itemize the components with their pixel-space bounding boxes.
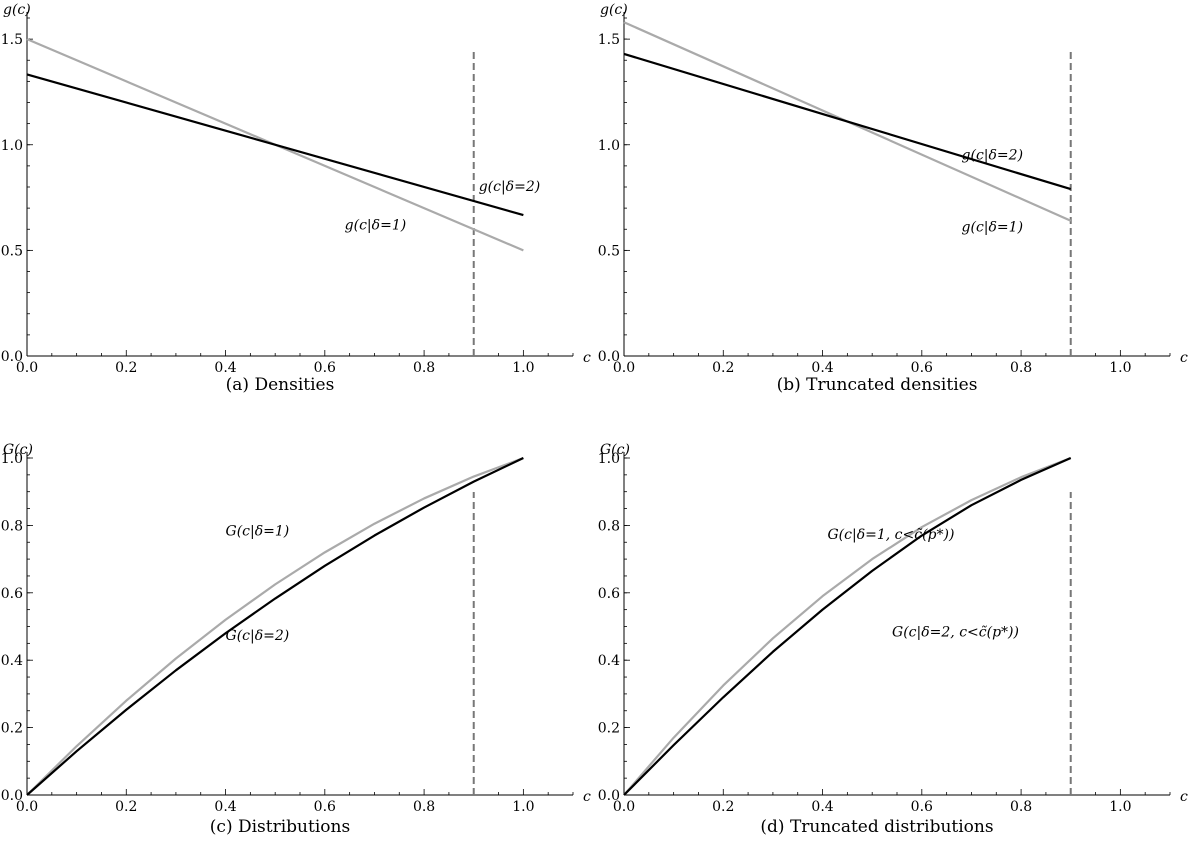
x-tick-label: 0.6: [314, 799, 336, 815]
series-annotation: g(c|δ=1): [962, 219, 1024, 235]
x-tick-label: 0.0: [613, 360, 635, 376]
y-tick-label: 0.4: [1, 653, 23, 669]
y-tick-label: 0.5: [598, 243, 620, 259]
x-tick-label: 0.0: [613, 799, 635, 815]
y-tick-label: 0.0: [1, 349, 23, 365]
panel-c: 0.0 0.2 0.4 0.6 0.8 1.0 0.0 0.2 0.4 0.6 0.8 1.0 c G(c…: [1, 442, 591, 837]
panel-caption: (c) Distributions: [210, 817, 350, 837]
x-tick-label: 0.0: [16, 360, 38, 376]
x-tick-label: 0.4: [811, 799, 833, 815]
x-tick-label: 0.2: [115, 799, 137, 815]
x-tick-label: 1.0: [1109, 799, 1131, 815]
x-tick-label: 0.0: [16, 799, 38, 815]
series-annotation: g(c|δ=2): [479, 179, 541, 195]
x-tick-label: 0.2: [712, 360, 734, 376]
y-tick-label: 1.0: [598, 138, 620, 154]
y-tick-label: 0.8: [598, 518, 620, 534]
series-annotation: g(c|δ=2): [962, 148, 1024, 164]
x-tick-label: 0.2: [712, 799, 734, 815]
y-axis-title: G(c): [600, 442, 630, 458]
y-tick-label: 0.2: [598, 721, 620, 737]
x-axis-title: c: [583, 350, 591, 366]
y-tick-label: 0.0: [598, 788, 620, 804]
y-tick-label: 1.0: [598, 451, 620, 467]
y-tick-label: 0.0: [598, 349, 620, 365]
y-tick-label: 0.8: [1, 518, 23, 534]
x-tick-label: 0.2: [115, 360, 137, 376]
series-line-1: [623, 456, 1072, 796]
x-tick-label: 0.8: [413, 799, 435, 815]
x-tick-label: 0.8: [1010, 799, 1032, 815]
y-axis-title: g(c): [600, 2, 628, 18]
panel-caption: (d) Truncated distributions: [760, 817, 993, 837]
series-annotation: G(c|δ=2, c<c̃(p*)): [892, 625, 1019, 641]
x-tick-label: 0.4: [214, 799, 236, 815]
x-tick-label: 0.6: [911, 360, 933, 376]
series-line-1: [26, 456, 524, 796]
y-tick-label: 1.0: [1, 138, 23, 154]
panel-caption: (b) Truncated densities: [777, 375, 978, 395]
x-axis-title: c: [1180, 789, 1188, 805]
x-tick-label: 0.8: [413, 360, 435, 376]
y-tick-label: 0.2: [1, 721, 23, 737]
x-tick-label: 0.6: [314, 360, 336, 376]
x-tick-label: 1.0: [512, 799, 534, 815]
x-tick-label: 1.0: [512, 360, 534, 376]
series-annotation: G(c|δ=1, c<c̃(p*)): [828, 527, 955, 543]
series-line-2: [623, 52, 1072, 191]
x-tick-label: 0.6: [911, 799, 933, 815]
series-line-2: [623, 456, 1072, 796]
series-annotation: g(c|δ=1): [345, 217, 407, 233]
x-tick-label: 0.4: [811, 360, 833, 376]
series-annotation: G(c|δ=2): [226, 628, 290, 644]
x-axis-title: c: [1180, 350, 1188, 366]
x-tick-label: 0.8: [1010, 360, 1032, 376]
y-tick-label: 0.6: [1, 586, 23, 602]
y-tick-label: 0.6: [598, 586, 620, 602]
x-tick-label: 0.4: [214, 360, 236, 376]
series-annotation: G(c|δ=1): [226, 524, 290, 540]
panel-d: 0.0 0.2 0.4 0.6 0.8 1.0 0.0 0.2 0.4 0.6 0.8 1.0 c G(c…: [598, 442, 1188, 837]
series-line-2: [26, 73, 524, 217]
x-tick-label: 1.0: [1109, 360, 1131, 376]
y-axis-title: G(c): [3, 442, 33, 458]
panel-a: 0.0 0.2 0.4 0.6 0.8 1.0 0.0 0.5 1.0 1.5 c g(c) g(c|δ…: [1, 2, 591, 395]
y-tick-label: 0.5: [1, 243, 23, 259]
panel-caption: (a) Densities: [226, 375, 335, 395]
y-tick-label: 1.0: [1, 451, 23, 467]
y-tick-label: 1.5: [1, 32, 23, 48]
y-tick-label: 0.0: [1, 788, 23, 804]
y-axis-title: g(c): [3, 2, 31, 18]
series-line-2: [26, 457, 524, 796]
x-axis-title: c: [583, 789, 591, 805]
panel-b: 0.0 0.2 0.4 0.6 0.8 1.0 0.0 0.5 1.0 1.5 c g(c) g(c|δ…: [598, 2, 1188, 395]
y-tick-label: 1.5: [598, 32, 620, 48]
y-tick-label: 0.4: [598, 653, 620, 669]
